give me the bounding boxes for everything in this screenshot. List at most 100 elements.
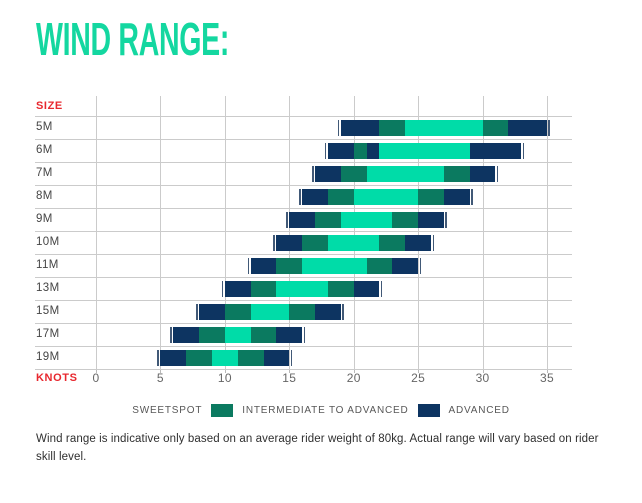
row-label-11m: 11M (36, 259, 59, 271)
legend-swatch-advanced (417, 403, 440, 417)
axis-tick (547, 369, 548, 373)
bar-segment-intermediate (199, 326, 225, 343)
bar-segment-advanced (443, 188, 470, 205)
x-tick-label-15: 15 (282, 371, 297, 385)
axis-tick (353, 369, 355, 373)
row-separator (35, 346, 572, 347)
row-separator (35, 369, 572, 370)
row-label-8m: 8M (36, 190, 53, 202)
bar-segment-intermediate (276, 257, 303, 274)
bar-segment-advanced (469, 165, 496, 182)
bar-10m (273, 234, 434, 251)
bar-segment-advanced (405, 234, 431, 251)
bar-segment-intermediate (250, 280, 277, 297)
bar-segment-intermediate (482, 119, 509, 136)
bar-segment-sweetspot (224, 326, 251, 343)
bar-segment-advanced (469, 142, 522, 159)
bar-segment-sweetspot (302, 257, 367, 274)
row-separator (35, 277, 572, 278)
row-separator (35, 185, 572, 186)
bar-segment-intermediate (418, 188, 444, 205)
gridline-0kn (96, 96, 97, 369)
bar-segment-advanced (289, 211, 316, 228)
bar-segment-intermediate (186, 349, 212, 366)
bar-segment-advanced (353, 280, 380, 297)
gridline-10kn (224, 96, 226, 369)
row-separator (35, 139, 572, 140)
bar-segment-sweetspot (340, 211, 393, 228)
bar-11m (247, 257, 421, 274)
x-tick-label-20: 20 (346, 371, 361, 385)
bar-6m (324, 142, 525, 159)
bar-segment-intermediate (237, 349, 264, 366)
bar-segment-sweetspot (353, 188, 419, 205)
bar-segment-sweetspot (211, 349, 238, 366)
row-label-13m: 13M (36, 282, 60, 294)
row-label-19m: 19M (36, 351, 60, 363)
row-separator (35, 162, 572, 163)
row-label-7m: 7M (36, 167, 53, 179)
x-tick-label-25: 25 (411, 371, 426, 385)
size-column-header: SIZE (36, 100, 63, 112)
bar-segment-sweetspot (276, 280, 328, 297)
bar-segment-intermediate (443, 165, 470, 182)
bar-8m (299, 188, 473, 205)
gridline-35kn (547, 96, 548, 369)
bar-segment-intermediate (392, 211, 419, 228)
row-label-10m: 10M (36, 236, 60, 248)
bar-segment-intermediate (340, 165, 367, 182)
row-label-6m: 6M (36, 144, 53, 156)
axis-tick (96, 369, 97, 373)
legend-label-advanced: ADVANCED (448, 404, 510, 416)
bar-segment-advanced (263, 349, 290, 366)
axis-tick (289, 369, 291, 373)
row-label-9m: 9M (36, 213, 53, 225)
row-separator (35, 323, 572, 324)
bar-segment-sweetspot (366, 165, 444, 182)
bar-segment-intermediate (353, 142, 367, 159)
x-tick-label-5: 5 (156, 371, 164, 385)
bar-segment-advanced (160, 349, 187, 366)
bar-segment-advanced (366, 142, 380, 159)
x-tick-label-10: 10 (217, 371, 232, 385)
bar-segment-advanced (302, 188, 328, 205)
page-title: WIND RANGE: (36, 13, 230, 65)
bar-segment-intermediate (366, 257, 393, 274)
bar-segment-advanced (276, 326, 303, 343)
disclaimer-text: Wind range is indicative only based on a… (36, 433, 599, 463)
row-separator (35, 116, 572, 117)
bar-segment-advanced (418, 211, 444, 228)
bar-13m (221, 280, 383, 297)
bar-segment-sweetspot (327, 234, 380, 251)
legend: SWEETSPOT INTERMEDIATE TO ADVANCED ADVANCE… (16, 402, 626, 418)
bar-segment-sweetspot (405, 119, 483, 136)
axis-tick (224, 369, 226, 373)
bar-segment-sweetspot (379, 142, 470, 159)
x-tick-label-0: 0 (92, 371, 100, 385)
row-separator (35, 254, 572, 255)
bar-segment-advanced (199, 303, 225, 320)
row-label-5m: 5M (36, 121, 53, 133)
row-label-17m: 17M (36, 328, 60, 340)
bar-9m (286, 211, 447, 228)
axis-tick (418, 369, 420, 373)
x-tick-label-30: 30 (475, 371, 490, 385)
bar-segment-intermediate (327, 188, 354, 205)
axis-tick (160, 369, 162, 373)
bar-segment-intermediate (250, 326, 277, 343)
gridline-15kn (289, 96, 291, 369)
row-separator (35, 208, 572, 209)
bar-7m (312, 165, 499, 182)
bar-segment-advanced (327, 142, 354, 159)
bar-17m (170, 326, 305, 343)
bar-segment-advanced (315, 303, 341, 320)
row-separator (35, 300, 572, 301)
bar-segment-intermediate (302, 234, 328, 251)
bar-segment-sweetspot (250, 303, 290, 320)
bar-segment-intermediate (224, 303, 251, 320)
bar-segment-intermediate (327, 280, 354, 297)
bar-segment-advanced (173, 326, 200, 343)
bar-15m (196, 303, 344, 320)
